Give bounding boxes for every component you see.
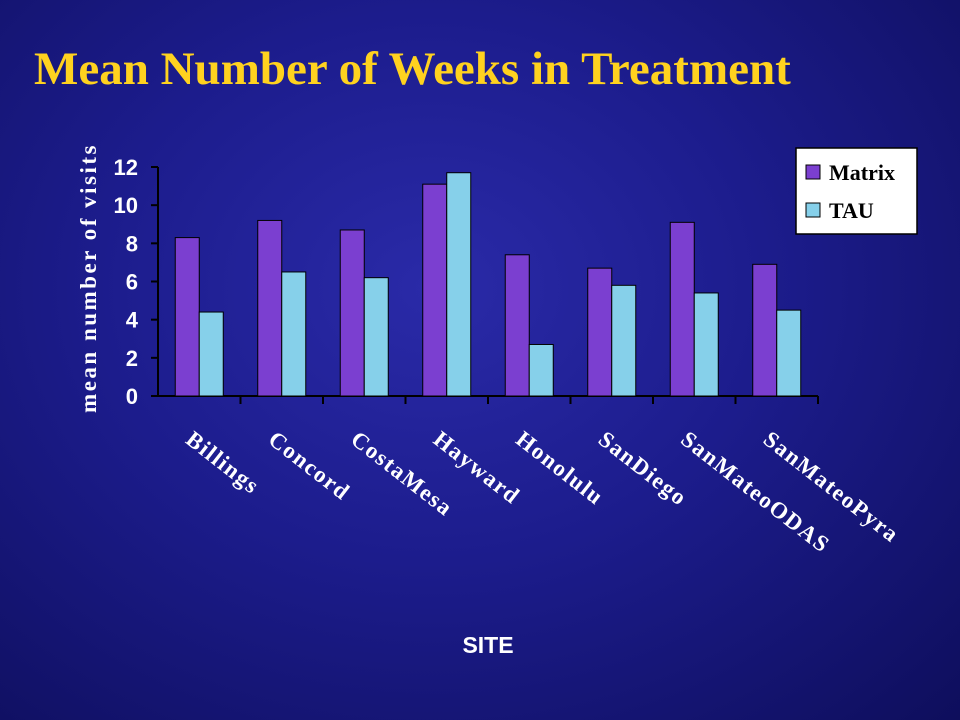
x-category-label: SanMateoPyra <box>759 426 904 547</box>
chart-bars <box>174 172 802 397</box>
legend-label-matrix: Matrix <box>829 160 895 185</box>
x-axis-title: SITE <box>462 632 513 658</box>
bar-tau-sandiego <box>611 284 637 397</box>
bar-matrix-costamesa <box>339 229 365 397</box>
bar-matrix-concord <box>257 219 283 397</box>
legend-swatch-tau <box>805 202 821 218</box>
bar-tau-concord <box>281 271 307 397</box>
y-tick-label: 4 <box>126 308 139 333</box>
x-category-label: Concord <box>264 426 355 505</box>
x-category-label: SanDiego <box>594 426 692 511</box>
y-tick-label: 0 <box>126 384 138 409</box>
bar-tau-costamesa <box>363 277 389 397</box>
bar-matrix-sanmateoodas <box>669 221 695 397</box>
y-axis-title: mean number of visits <box>76 143 101 413</box>
bar-matrix-sanmateopyra <box>752 263 778 397</box>
x-category-label: Honolulu <box>511 426 608 510</box>
chart-legend: Matrix TAU <box>795 147 918 235</box>
bar-tau-sanmateoodas <box>693 292 719 397</box>
y-tick-label: 12 <box>114 155 138 180</box>
y-tick-labels: 0 2 4 6 8 10 12 <box>114 155 139 409</box>
x-category-label: SanMateoODAS <box>676 426 834 557</box>
bar-tau-honolulu <box>528 343 554 397</box>
bar-tau-sanmateopyra <box>776 309 802 397</box>
bar-matrix-hayward <box>422 183 448 397</box>
bar-matrix-sandiego <box>587 267 613 397</box>
bar-tau-hayward <box>446 172 472 397</box>
chart-title: Mean Number of Weeks in Treatment <box>34 43 791 95</box>
y-tick-label: 8 <box>126 231 138 256</box>
x-category-label: Billings <box>181 426 264 499</box>
legend-swatch-matrix <box>805 164 821 180</box>
bar-matrix-honolulu <box>504 254 530 397</box>
x-category-labels: Billings ConcordCostaMesaHaywardHonoluluS… <box>181 426 904 557</box>
y-tick-label: 10 <box>114 193 138 218</box>
legend-label-tau: TAU <box>829 198 874 223</box>
bar-tau-billings <box>198 311 224 397</box>
y-tick-label: 2 <box>126 346 138 371</box>
bar-matrix-billings <box>174 237 200 397</box>
legend-box <box>795 147 918 235</box>
y-tick-label: 6 <box>126 270 138 295</box>
